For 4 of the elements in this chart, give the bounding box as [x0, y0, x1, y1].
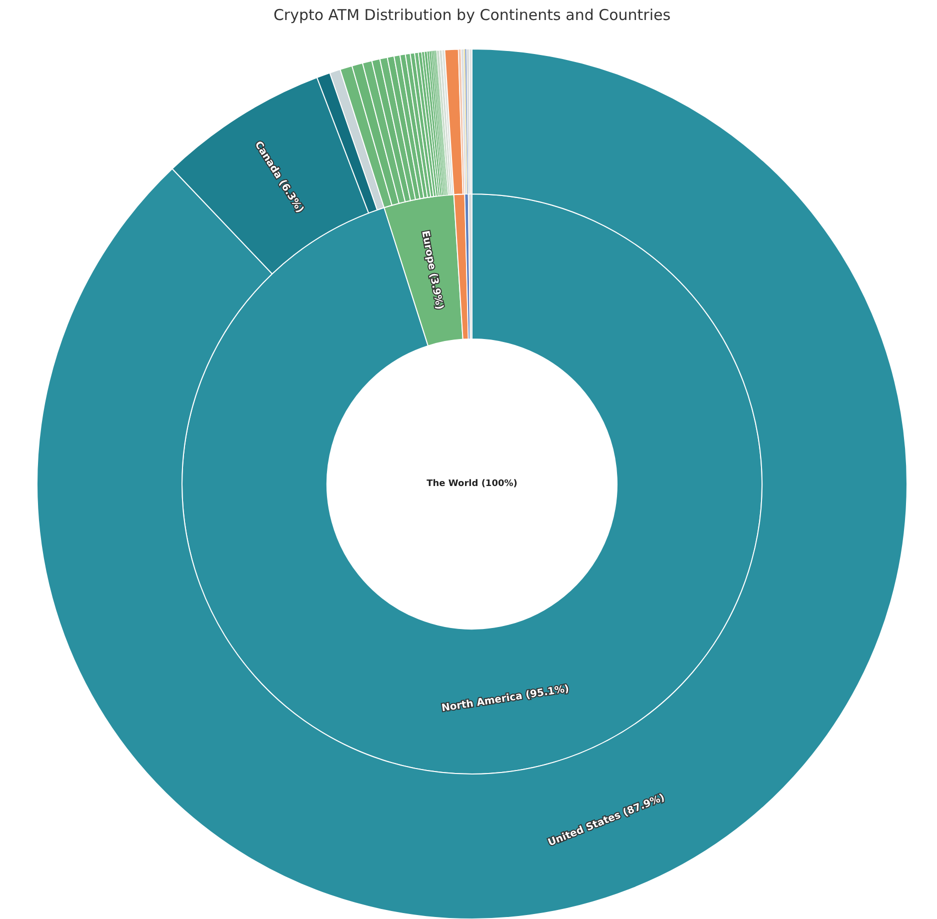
data-label: Europe (3.9%): [419, 230, 445, 311]
chart-title: Crypto ATM Distribution by Continents and Countries: [273, 6, 671, 24]
text: The World (100%): [426, 479, 518, 489]
data-label: North America (95.1%): [440, 684, 570, 714]
